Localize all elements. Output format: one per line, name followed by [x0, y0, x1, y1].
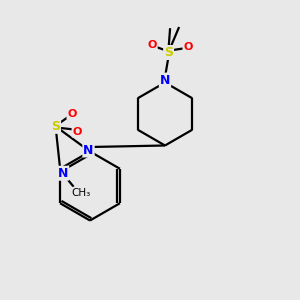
Text: S: S	[164, 46, 173, 59]
Text: CH₃: CH₃	[71, 188, 91, 198]
Text: N: N	[83, 143, 94, 157]
Text: O: O	[73, 127, 82, 137]
Text: N: N	[160, 74, 170, 87]
Text: N: N	[58, 167, 68, 180]
Text: O: O	[147, 40, 157, 50]
Text: S: S	[51, 120, 60, 133]
Text: O: O	[68, 109, 77, 119]
Text: O: O	[183, 41, 193, 52]
